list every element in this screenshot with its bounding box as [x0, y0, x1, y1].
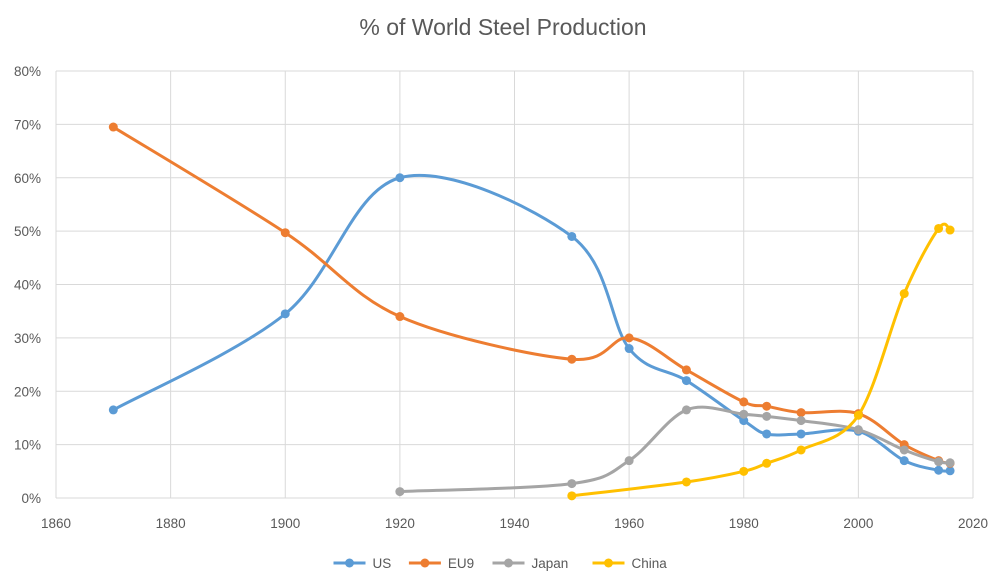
data-point-japan	[853, 425, 863, 435]
x-tick-label: 1860	[41, 516, 71, 531]
data-point-china	[681, 477, 691, 487]
data-point-us	[108, 405, 118, 415]
data-point-eu9	[395, 312, 405, 322]
x-tick-label: 1880	[156, 516, 186, 531]
legend-swatch-marker	[345, 558, 354, 568]
series-eu9	[108, 122, 955, 468]
data-point-japan	[945, 458, 955, 468]
axis-tick-labels: 0% 10% 20% 30% 40% 50% 60% 70% 80% 1860 1880 1900 19…	[14, 64, 988, 531]
data-point-china	[853, 410, 863, 420]
legend-item-japan: Japan	[492, 556, 569, 571]
y-tick-label: 10%	[14, 438, 41, 453]
data-point-us	[945, 466, 955, 476]
legend-label: US	[373, 556, 392, 571]
data-point-us	[739, 416, 749, 426]
data-point-us	[395, 173, 405, 183]
series-china	[567, 222, 955, 501]
data-point-eu9	[739, 397, 749, 407]
x-tick-label: 1900	[270, 516, 300, 531]
legend-item-china: China	[592, 556, 668, 571]
series-line-us	[111, 173, 952, 473]
data-point-japan	[681, 405, 691, 415]
grid-lines	[55, 70, 974, 499]
data-point-us	[624, 344, 634, 354]
series-us	[108, 173, 955, 476]
series-japan	[395, 405, 955, 497]
data-point-japan	[739, 409, 749, 419]
data-point-japan	[567, 479, 577, 489]
y-tick-label: 50%	[14, 224, 41, 239]
data-point-eu9	[624, 333, 634, 343]
data-point-eu9	[796, 408, 806, 418]
data-point-us	[899, 456, 909, 466]
data-point-china	[762, 458, 772, 468]
data-point-china	[739, 466, 749, 476]
data-point-japan	[899, 445, 909, 455]
x-tick-label: 1920	[385, 516, 415, 531]
series-lines	[108, 122, 955, 501]
data-point-us	[567, 231, 577, 241]
x-tick-label: 1940	[499, 516, 529, 531]
legend: US EU9 Japan China	[333, 556, 668, 571]
x-tick-label: 1960	[614, 516, 644, 531]
data-point-china	[945, 225, 955, 235]
y-tick-label: 70%	[14, 117, 41, 132]
data-point-eu9	[762, 401, 772, 411]
x-tick-label: 2000	[843, 516, 873, 531]
data-point-japan	[395, 487, 405, 497]
data-point-eu9	[681, 365, 691, 375]
data-point-us	[681, 376, 691, 386]
data-point-japan	[762, 411, 772, 421]
data-point-japan	[624, 456, 634, 466]
legend-label: Japan	[532, 556, 569, 571]
chart-title: % of World Steel Production	[359, 14, 646, 40]
legend-item-eu9: EU9	[408, 556, 474, 571]
y-tick-label: 0%	[21, 491, 41, 506]
data-point-japan	[796, 416, 806, 426]
data-point-china	[899, 289, 909, 299]
data-point-china	[934, 223, 944, 233]
legend-swatch-marker	[604, 558, 613, 568]
data-point-japan	[934, 457, 944, 467]
data-point-china	[796, 445, 806, 455]
data-point-us	[934, 465, 944, 475]
x-tick-label: 2020	[958, 516, 988, 531]
data-point-eu9	[280, 228, 290, 238]
legend-label: EU9	[448, 556, 474, 571]
legend-swatch-marker	[504, 558, 513, 568]
data-point-eu9	[108, 122, 118, 132]
y-tick-label: 80%	[14, 64, 41, 79]
y-tick-label: 40%	[14, 278, 41, 293]
legend-item-us: US	[333, 556, 392, 571]
data-point-eu9	[567, 354, 577, 364]
data-point-us	[762, 429, 772, 439]
data-point-us	[796, 429, 806, 439]
data-point-china	[567, 491, 577, 501]
series-line-japan	[398, 405, 952, 494]
data-point-us	[280, 309, 290, 319]
y-tick-label: 60%	[14, 171, 41, 186]
y-tick-label: 20%	[14, 384, 41, 399]
x-tick-label: 1980	[729, 516, 759, 531]
y-tick-label: 30%	[14, 331, 41, 346]
legend-swatch-marker	[420, 558, 430, 568]
legend-label: China	[632, 556, 668, 571]
